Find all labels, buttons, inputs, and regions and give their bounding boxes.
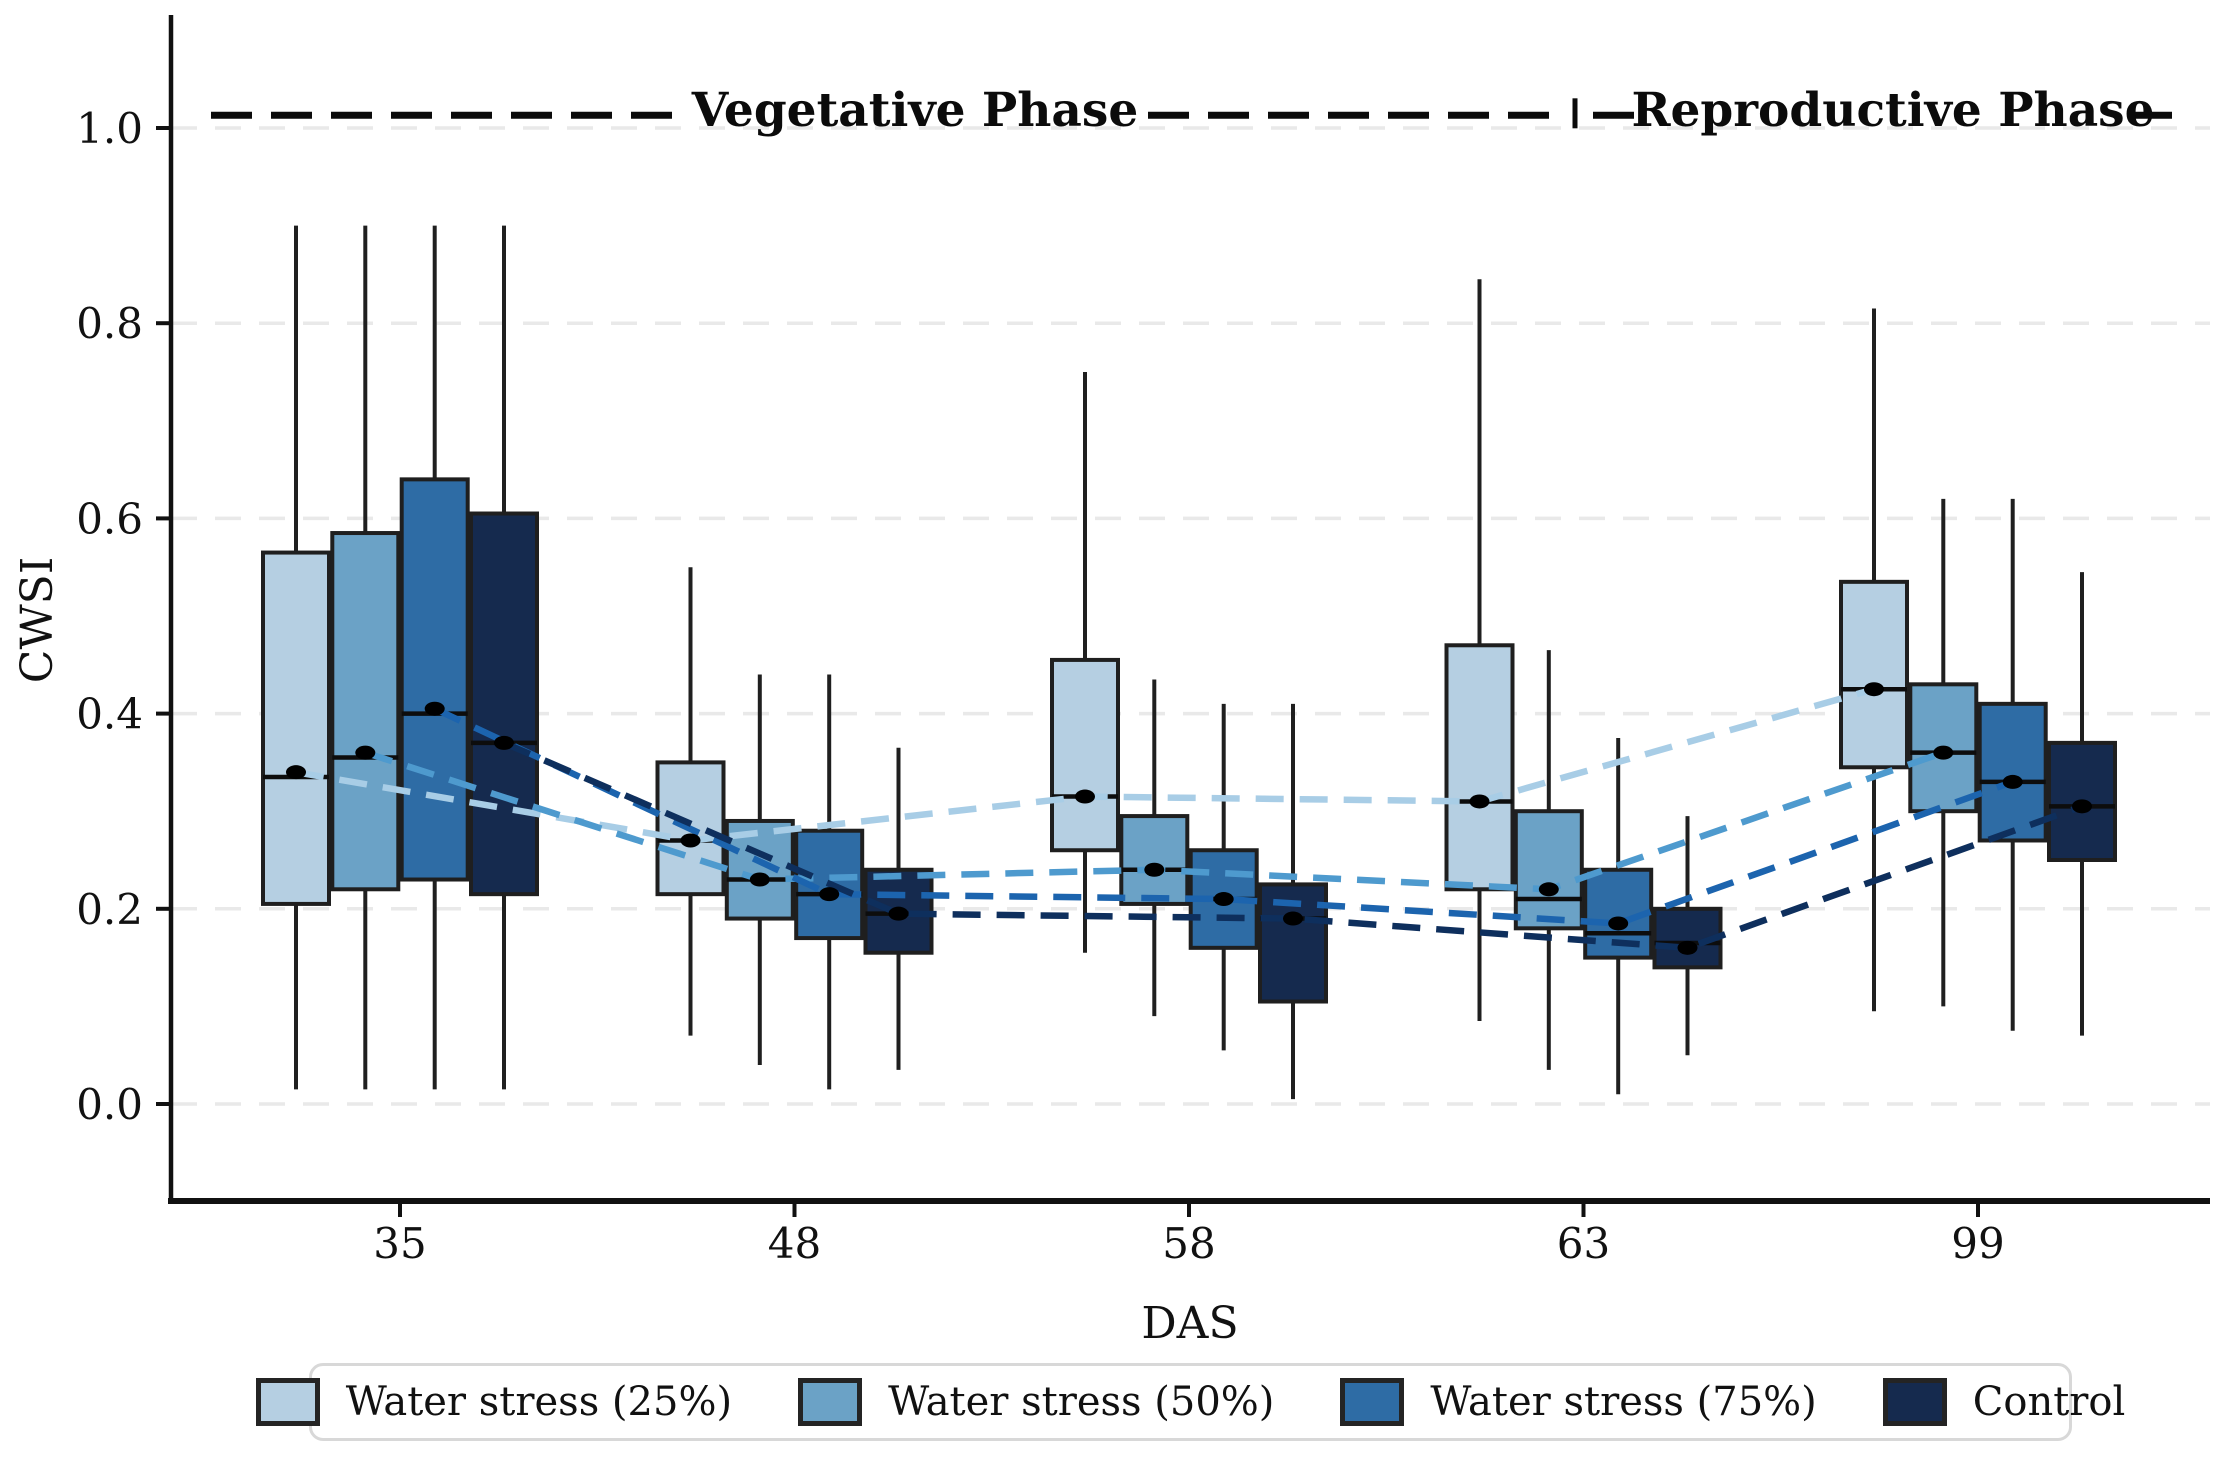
y-tick-label: 0.8 (76, 299, 143, 348)
legend-item: Control (1882, 1378, 2126, 1426)
boxplot-box (1119, 814, 1190, 906)
mean-dot (1213, 892, 1234, 907)
mean-trend-line (433, 705, 2014, 927)
phase-label-reproductive: Reproductive Phase (1631, 83, 2154, 138)
boxplot-box (1050, 657, 1120, 853)
legend-swatch-icon (798, 1378, 863, 1426)
mean-dot (1538, 882, 1559, 897)
legend-item: Water stress (75%) (1340, 1378, 1817, 1426)
mean-dot (2002, 774, 2023, 789)
mean-trend-line (502, 739, 2084, 952)
x-axis-title: DAS (1141, 1298, 1238, 1349)
boxplot-box (1977, 701, 2048, 843)
mean-dot (355, 745, 376, 760)
legend: Water stress (25%) Water stress (50%) Wate… (255, 1363, 2125, 1441)
mean-dot (2072, 799, 2092, 814)
legend-swatch-icon (1882, 1378, 1947, 1426)
chart-built-layers: 0.0 0.2 0.4 0.6 0.8 1.0 35 48 58 63 99 (76, 15, 2210, 1268)
mean-dot (1469, 794, 1490, 809)
y-tick-label: 0.0 (76, 1080, 143, 1129)
boxplot-box (330, 531, 401, 892)
mean-dot (680, 833, 701, 848)
legend-swatch-icon (1340, 1378, 1405, 1426)
boxplot-box (1444, 643, 1515, 892)
x-tick-label: 63 (1557, 1219, 1610, 1268)
y-axis-title: CWSI (12, 557, 63, 683)
mean-dot (494, 735, 514, 750)
legend-label: Water stress (75%) (1430, 1379, 1817, 1425)
mean-dot (1283, 911, 1303, 926)
legend-item: Water stress (50%) (798, 1378, 1274, 1426)
legend-label: Control (1972, 1379, 2126, 1425)
boxplot-box (1839, 579, 1909, 770)
y-tick-label: 0.2 (76, 885, 143, 934)
mean-dot (1677, 940, 1698, 955)
mean-dot (819, 887, 840, 902)
legend-swatch-icon (255, 1378, 320, 1426)
y-tick-label: 0.4 (76, 690, 143, 739)
boxplot-box (655, 760, 726, 897)
boxplot-box (469, 511, 539, 897)
legend-label: Water stress (25%) (345, 1379, 733, 1425)
mean-dot (286, 765, 306, 780)
legend-label: Water stress (50%) (888, 1379, 1275, 1425)
y-tick-label: 1.0 (76, 104, 143, 153)
x-tick-label: 48 (768, 1219, 821, 1268)
mean-dot (1933, 745, 1954, 760)
boxplot-box (261, 550, 331, 906)
legend-item: Water stress (25%) (255, 1378, 733, 1426)
mean-dot (749, 872, 770, 887)
mean-dot (1144, 862, 1165, 877)
x-tick-label: 35 (373, 1219, 426, 1268)
x-tick-label: 99 (1951, 1219, 2004, 1268)
mean-dot (888, 906, 909, 921)
phase-label-vegetative: Vegetative Phase (691, 83, 1138, 138)
y-tick-label: 0.6 (76, 494, 143, 543)
mean-dot (1864, 682, 1884, 697)
mean-dot (1075, 789, 1095, 804)
mean-dot (424, 701, 445, 716)
x-tick-label: 58 (1162, 1219, 1215, 1268)
boxplot-box (399, 477, 470, 882)
boxplot-box (2047, 740, 2117, 863)
mean-dot (1608, 916, 1629, 931)
boxplot-box (1513, 809, 1584, 931)
